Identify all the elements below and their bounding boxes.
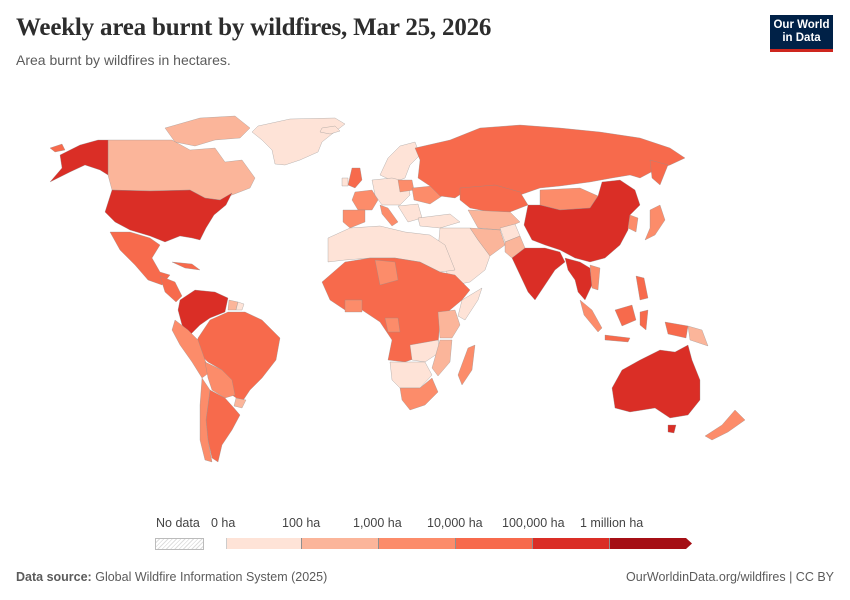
chart-title: Weekly area burnt by wildfires, Mar 25, … [16, 14, 492, 41]
region-somalia[interactable] [457, 287, 483, 321]
region-north-africa[interactable] [327, 225, 456, 273]
region-france[interactable] [351, 189, 379, 211]
region-italy[interactable] [379, 204, 399, 227]
region-ireland[interactable] [341, 177, 349, 187]
region-india[interactable] [511, 247, 566, 301]
region-south-africa[interactable] [399, 377, 439, 411]
region-iceland[interactable] [319, 125, 341, 135]
region-japan[interactable] [644, 204, 666, 241]
region-gulf-guinea[interactable] [344, 299, 363, 313]
region-alaska-islands[interactable] [49, 143, 66, 153]
region-iran[interactable] [469, 227, 506, 257]
region-java[interactable] [604, 334, 631, 343]
logo-line1: Our World [773, 19, 830, 31]
region-zambia-zimbabwe[interactable] [409, 339, 441, 363]
region-vietnam[interactable] [589, 264, 601, 291]
region-kamchatka[interactable] [649, 159, 669, 186]
footer-url[interactable]: OurWorldinData.org/wildfires | CC BY [626, 570, 834, 584]
region-spain[interactable] [342, 209, 366, 229]
region-mexico[interactable] [109, 231, 171, 286]
region-sulawesi[interactable] [639, 309, 649, 331]
legend-label-4: 100,000 ha [502, 516, 565, 530]
region-uk[interactable] [347, 167, 363, 189]
legend-arrow-icon [686, 538, 692, 549]
region-gabon-congo[interactable] [384, 317, 401, 333]
legend-no-data-swatch[interactable] [155, 538, 204, 550]
owid-logo[interactable]: Our World in Data [770, 15, 833, 52]
region-central-america[interactable] [159, 275, 183, 303]
region-niger[interactable] [374, 259, 399, 286]
region-peru-ecuador[interactable] [171, 319, 211, 379]
region-colombia-venezuela[interactable] [177, 289, 229, 336]
legend-bin-5[interactable] [610, 538, 686, 549]
region-sumatra[interactable] [579, 299, 603, 333]
region-kenya-tanzania[interactable] [437, 309, 461, 339]
data-source-text[interactable]: Global Wildfire Information System (2025… [95, 570, 328, 584]
legend-bin-2[interactable] [379, 538, 456, 549]
legend-bin-3[interactable] [456, 538, 533, 549]
region-madagascar[interactable] [457, 344, 476, 386]
region-se-asia[interactable] [564, 257, 593, 301]
legend-no-data-label: No data [156, 516, 200, 530]
region-french-guiana[interactable] [235, 301, 245, 311]
region-uruguay[interactable] [233, 397, 247, 409]
region-russia[interactable] [414, 124, 686, 199]
legend-bin-0[interactable] [226, 538, 302, 549]
region-brazil[interactable] [194, 311, 281, 403]
region-new-zealand[interactable] [704, 409, 746, 441]
logo-line2: in Data [782, 32, 821, 44]
region-scandinavia[interactable] [379, 141, 421, 183]
chart-subtitle: Area burnt by wildfires in hectares. [16, 52, 231, 68]
data-source: Data source: Global Wildfire Information… [16, 570, 327, 584]
region-korea[interactable] [627, 214, 639, 233]
legend-label-1: 100 ha [282, 516, 321, 530]
legend-label-5: 1 million ha [580, 516, 644, 530]
region-australia[interactable] [611, 344, 701, 419]
region-philippines[interactable] [635, 275, 649, 301]
region-turkey[interactable] [417, 213, 461, 229]
region-new-guinea-west[interactable] [664, 321, 689, 339]
region-bolivia-paraguay[interactable] [204, 361, 236, 399]
region-poland[interactable] [397, 179, 415, 193]
legend-label-2: 1,000 ha [353, 516, 402, 530]
region-canada-islands[interactable] [164, 115, 251, 147]
region-papua-new-guinea[interactable] [687, 325, 709, 347]
region-mozambique[interactable] [431, 339, 453, 377]
world-map[interactable] [0, 75, 850, 505]
region-tasmania[interactable] [667, 424, 677, 434]
legend-bin-1[interactable] [302, 538, 379, 549]
region-mongolia[interactable] [539, 187, 599, 211]
region-chile[interactable] [199, 377, 213, 463]
region-usa[interactable] [104, 189, 233, 243]
region-cuba[interactable] [171, 261, 201, 271]
legend-label-0: 0 ha [211, 516, 236, 530]
legend-label-3: 10,000 ha [427, 516, 483, 530]
data-source-label: Data source: [16, 570, 92, 584]
region-argentina[interactable] [205, 389, 241, 463]
region-borneo[interactable] [614, 304, 637, 327]
legend-bin-4[interactable] [533, 538, 610, 549]
region-greenland[interactable] [251, 117, 346, 166]
region-alaska[interactable] [49, 139, 109, 183]
